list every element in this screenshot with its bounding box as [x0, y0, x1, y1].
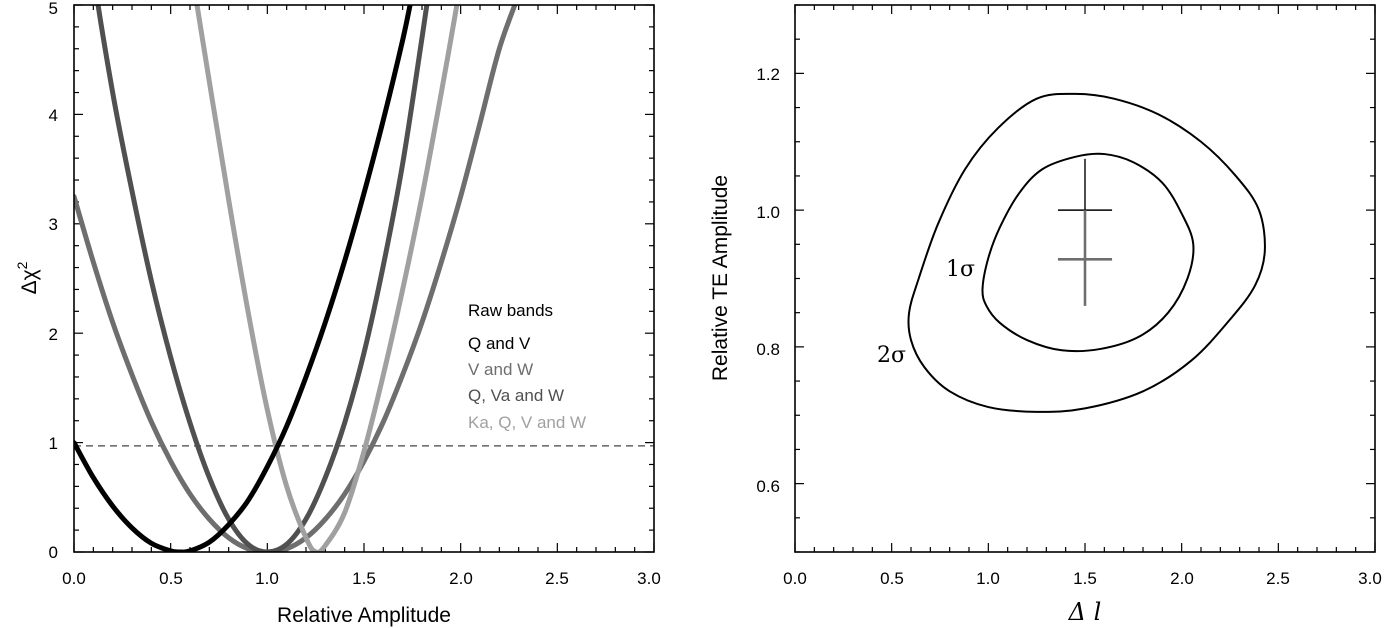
right-y-tick-label: 0.6: [756, 477, 780, 496]
left-y-tick-label: 0: [49, 543, 58, 562]
right-y-tick-labels: 0.6 0.8 1.0 1.2: [756, 65, 780, 496]
left-x-tick-label: 2.5: [545, 569, 569, 588]
series-line-v-and-w: [74, 5, 518, 552]
left-y-tick-label: 2: [49, 325, 58, 344]
left-x-tick-labels: 0.0 0.5 1.0 1.5 2.0 2.5 3.0: [62, 569, 661, 588]
left-x-tick-label: 0.5: [159, 569, 183, 588]
left-y-axis-label-sup: 2: [14, 261, 30, 269]
right-x-tick-label: 2.0: [1170, 569, 1194, 588]
right-plot-frame: [794, 4, 1376, 553]
right-x-tick-label: 0.5: [880, 569, 904, 588]
series-line-ka-q-v-and-w: [194, 5, 460, 552]
right-x-tick-label: 1.5: [1073, 569, 1097, 588]
left-y-tick-label: 1: [49, 434, 58, 453]
series-line-q-va-and-w: [95, 5, 430, 552]
right-x-tick-label: 0.0: [783, 569, 807, 588]
left-y-axis-label-main: Δχ: [18, 269, 41, 294]
right-y-axis-label: Relative TE Amplitude: [709, 175, 732, 381]
right-x-axis-label: Δ l: [1068, 598, 1102, 626]
right-x-tick-label: 1.0: [976, 569, 1000, 588]
left-y-axis-label: Δχ2: [14, 261, 41, 294]
legend-entry-q-v: Q and V: [468, 334, 531, 353]
left-series-group: [74, 5, 518, 552]
left-x-tick-label: 1.5: [352, 569, 376, 588]
left-x-tick-label: 3.0: [637, 569, 661, 588]
right-y-tick-label: 1.2: [756, 65, 780, 84]
right-chart: 0.0 0.5 1.0 1.5 2.0 2.5 3.0 0.6 0.8 1.0 …: [709, 4, 1382, 626]
left-y-tick-label: 5: [49, 0, 58, 18]
legend: Raw bands Q and V V and W Q, Va and W Ka…: [468, 301, 586, 432]
left-tick-marks: [73, 4, 655, 553]
legend-entry-v-w: V and W: [468, 360, 533, 379]
left-y-tick-label: 4: [49, 106, 58, 125]
left-x-tick-label: 1.0: [255, 569, 279, 588]
left-y-tick-labels: 0 1 2 3 4 5: [49, 0, 58, 562]
contour-label-2sigma: 2σ: [877, 343, 906, 368]
contour-1sigma: [981, 152, 1195, 353]
left-x-axis-label: Relative Amplitude: [277, 604, 451, 627]
left-chart: 0.0 0.5 1.0 1.5 2.0 2.5 3.0 0 1 2 3 4 5 …: [14, 0, 661, 627]
right-crosshair-group: [1057, 158, 1113, 306]
left-x-tick-label: 2.0: [449, 569, 473, 588]
contour-label-1sigma: 1σ: [946, 257, 975, 282]
contour-2sigma: [907, 92, 1266, 413]
series-line-q-and-v: [74, 5, 413, 552]
right-contour-group: [907, 92, 1266, 413]
right-x-tick-label: 2.5: [1266, 569, 1290, 588]
left-x-tick-label: 0.0: [62, 569, 86, 588]
right-y-tick-label: 1.0: [756, 203, 780, 222]
right-y-tick-label: 0.8: [756, 340, 780, 359]
legend-entry-q-va-w: Q, Va and W: [468, 386, 564, 405]
right-x-tick-label: 3.0: [1358, 569, 1382, 588]
legend-title: Raw bands: [468, 301, 553, 320]
right-x-tick-labels: 0.0 0.5 1.0 1.5 2.0 2.5 3.0: [783, 569, 1382, 588]
left-y-tick-label: 3: [49, 215, 58, 234]
left-plot-frame: [73, 4, 655, 553]
legend-entry-ka-q-v-w: Ka, Q, V and W: [468, 413, 586, 432]
